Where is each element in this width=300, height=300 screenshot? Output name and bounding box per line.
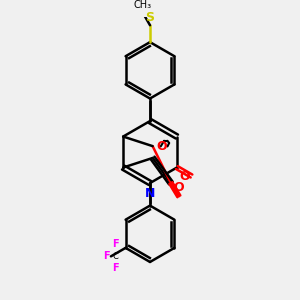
Text: C: C <box>112 252 118 261</box>
Text: F: F <box>112 263 119 273</box>
Text: CH₃: CH₃ <box>134 0 152 10</box>
Text: O: O <box>174 181 184 194</box>
Text: O: O <box>179 169 190 182</box>
Text: F: F <box>103 251 110 261</box>
Text: O: O <box>157 140 167 153</box>
Text: S: S <box>146 11 154 24</box>
Text: F: F <box>112 239 119 249</box>
Text: N: N <box>145 187 155 200</box>
